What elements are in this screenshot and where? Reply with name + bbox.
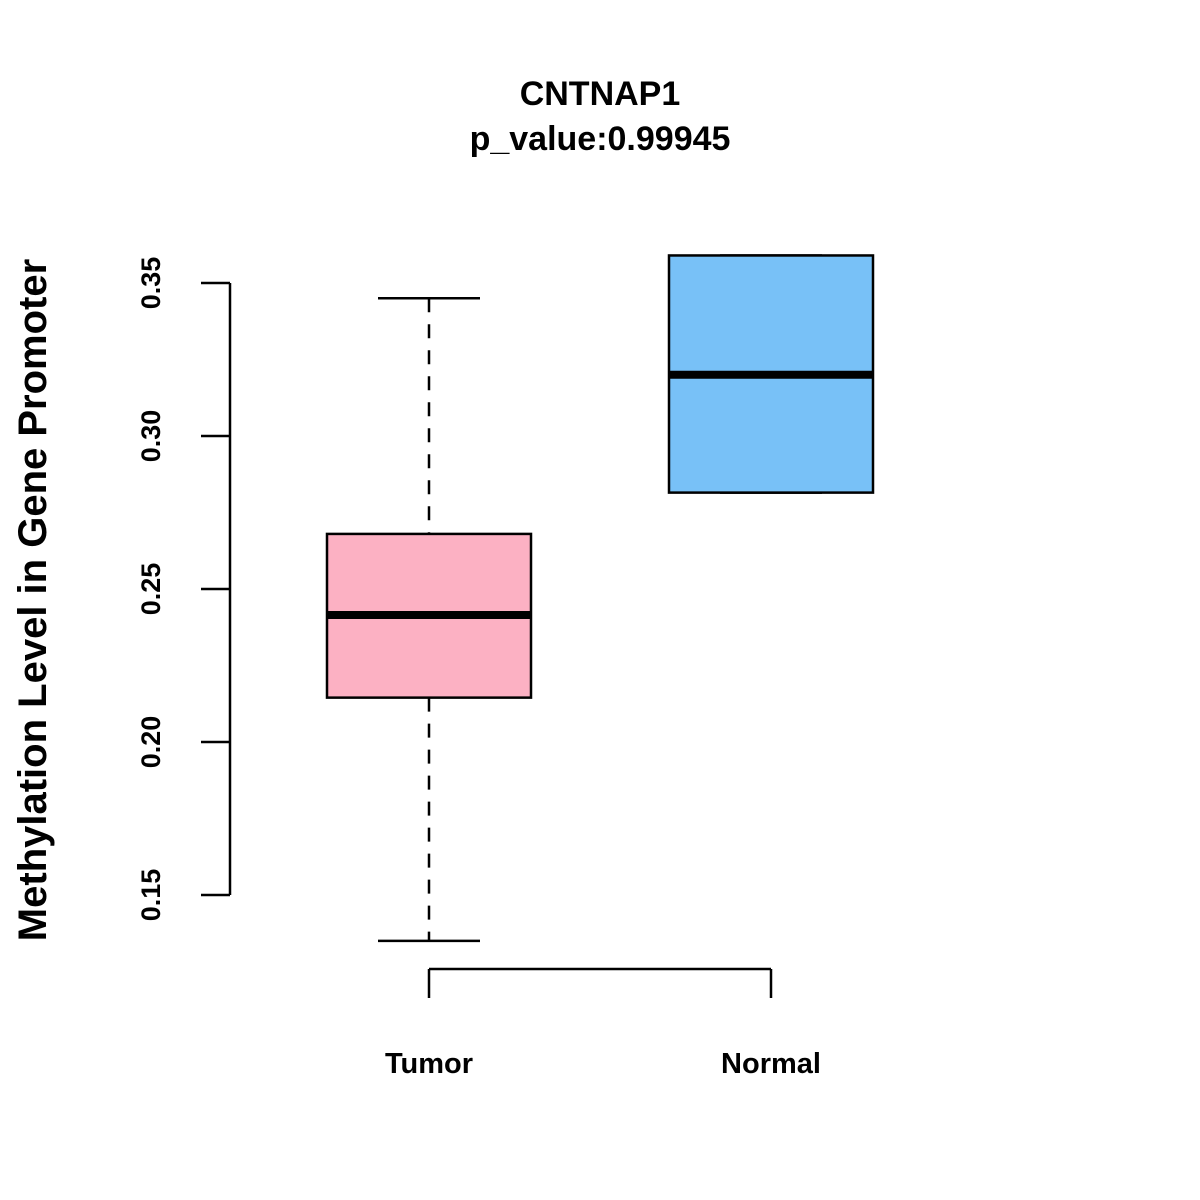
- y-tick-label: 0.35: [136, 257, 166, 310]
- x-axis: Tumor Normal: [385, 967, 821, 1080]
- chart-subtitle: p_value:0.99945: [470, 120, 731, 158]
- y-axis: 0.15 0.20 0.25 0.30 0.35: [136, 257, 232, 922]
- y-axis-label: Methylation Level in Gene Promoter: [11, 259, 55, 941]
- box-tumor: [325, 297, 533, 943]
- boxes: [325, 254, 875, 943]
- box-normal: [667, 254, 875, 494]
- y-tick-label: 0.15: [136, 869, 166, 922]
- y-tick-label: 0.25: [136, 563, 166, 616]
- x-tick-label: Normal: [721, 1048, 821, 1080]
- chart-title: CNTNAP1: [520, 75, 681, 113]
- x-tick-label: Tumor: [385, 1048, 473, 1080]
- y-tick-label: 0.30: [136, 410, 166, 463]
- y-tick-label: 0.20: [136, 716, 166, 769]
